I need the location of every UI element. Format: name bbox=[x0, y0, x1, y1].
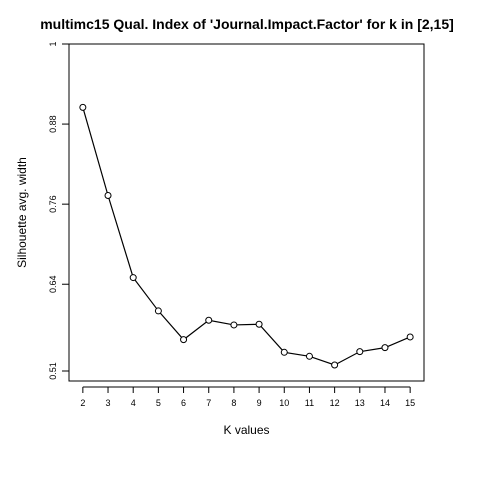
y-tick-label: 0.88 bbox=[48, 115, 58, 133]
y-axis: 0.51 0.64 0.76 0.88 1 bbox=[48, 41, 70, 380]
data-point bbox=[230, 321, 238, 329]
x-tick-label: 9 bbox=[257, 398, 262, 408]
x-tick-label: 8 bbox=[231, 398, 236, 408]
data-point bbox=[205, 316, 213, 324]
x-tick-label: 10 bbox=[279, 398, 289, 408]
chart-title: multimc15 Qual. Index of 'Journal.Impact… bbox=[40, 16, 454, 32]
x-axis-label: K values bbox=[223, 423, 269, 437]
data-point bbox=[154, 307, 162, 315]
x-axis: 2 3 4 5 6 7 8 9 10 11 12 13 14 15 bbox=[80, 386, 415, 408]
x-tick-label: 5 bbox=[156, 398, 161, 408]
y-tick-label: 0.51 bbox=[48, 362, 58, 380]
data-point bbox=[356, 348, 364, 356]
data-point bbox=[406, 333, 414, 341]
series-line bbox=[82, 107, 411, 366]
x-tick-label: 7 bbox=[206, 398, 211, 408]
data-point bbox=[331, 361, 339, 369]
data-point bbox=[79, 103, 87, 111]
series bbox=[79, 103, 414, 369]
x-tick-label: 11 bbox=[305, 398, 314, 408]
data-point bbox=[280, 348, 288, 356]
x-tick-label: 14 bbox=[380, 398, 390, 408]
y-axis-label: Silhouette avg. width bbox=[15, 157, 29, 268]
data-point bbox=[180, 336, 188, 344]
x-tick-label: 12 bbox=[330, 398, 340, 408]
data-point bbox=[129, 274, 137, 282]
data-point bbox=[381, 344, 389, 352]
x-tick-label: 6 bbox=[181, 398, 186, 408]
y-tick-label: 0.76 bbox=[48, 195, 58, 213]
x-tick-label: 13 bbox=[355, 398, 365, 408]
data-point bbox=[305, 352, 313, 360]
data-point bbox=[104, 191, 112, 199]
x-tick-label: 3 bbox=[106, 398, 111, 408]
x-tick-label: 4 bbox=[131, 398, 136, 408]
x-tick-label: 15 bbox=[405, 398, 415, 408]
y-tick-label: 1 bbox=[48, 41, 58, 46]
y-tick-label: 0.64 bbox=[48, 275, 58, 293]
data-point bbox=[255, 320, 263, 328]
x-tick-label: 2 bbox=[80, 398, 85, 408]
